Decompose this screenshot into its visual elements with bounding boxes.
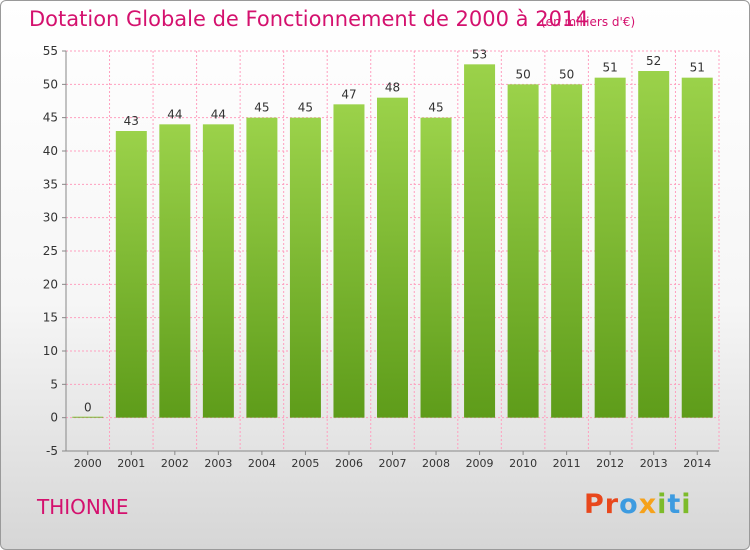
bar-value-label: 45 — [254, 101, 269, 115]
bar-2003 — [202, 124, 234, 418]
y-tick-label: 10 — [43, 344, 58, 358]
bar-value-label: 50 — [559, 67, 574, 81]
x-tick-label: 2004 — [248, 457, 276, 470]
bar-2008 — [420, 117, 452, 418]
x-tick-label: 2009 — [466, 457, 494, 470]
bar-value-label: 43 — [124, 114, 139, 128]
bar-2005 — [289, 117, 321, 418]
bar-value-label: 48 — [385, 81, 400, 95]
x-tick-label: 2010 — [509, 457, 537, 470]
bar-2000 — [72, 416, 104, 418]
logo-letter: o — [619, 489, 639, 520]
bar-2014 — [681, 77, 713, 418]
y-tick-label: 35 — [43, 177, 58, 191]
bar-value-label: 51 — [690, 61, 705, 75]
bar-value-label: 0 — [84, 401, 92, 415]
bar-2004 — [246, 117, 278, 418]
bar-2002 — [159, 124, 191, 418]
logo-letter: i — [657, 489, 668, 520]
bar-2007 — [377, 97, 408, 418]
y-tick-label: 15 — [43, 311, 58, 325]
x-tick-label: 2003 — [204, 457, 232, 470]
y-tick-label: 30 — [43, 211, 58, 225]
bar-value-label: 47 — [341, 87, 356, 101]
bar-2011 — [551, 84, 583, 418]
x-tick-label: 2008 — [422, 457, 450, 470]
x-tick-label: 2011 — [553, 457, 581, 470]
logo-letter: t — [667, 489, 682, 520]
bar-2012 — [594, 77, 626, 418]
y-tick-label: 55 — [43, 44, 58, 58]
bar-value-label: 45 — [298, 101, 313, 115]
x-tick-label: 2000 — [74, 457, 102, 470]
x-tick-label: 2007 — [379, 457, 407, 470]
chart-title: Dotation Globale de Fonctionnement de 20… — [29, 7, 589, 31]
y-tick-label: -5 — [46, 444, 58, 458]
bar-2001 — [115, 131, 147, 418]
logo-letter: i — [681, 489, 692, 520]
x-tick-label: 2012 — [596, 457, 624, 470]
bar-value-label: 53 — [472, 47, 487, 61]
bar-value-label: 51 — [603, 61, 618, 75]
x-tick-label: 2006 — [335, 457, 363, 470]
bar-value-label: 50 — [515, 67, 530, 81]
bar-value-label: 52 — [646, 54, 661, 68]
y-tick-label: 20 — [43, 277, 58, 291]
bar-2006 — [333, 104, 365, 418]
bar-2013 — [638, 71, 670, 418]
chart-subtitle: (en milliers d'€) — [541, 15, 636, 29]
y-tick-label: 45 — [43, 111, 58, 125]
y-tick-label: 50 — [43, 77, 58, 91]
x-tick-label: 2001 — [117, 457, 145, 470]
commune-name: THIONNE — [37, 495, 129, 519]
y-tick-label: 5 — [50, 377, 58, 391]
x-tick-label: 2005 — [291, 457, 319, 470]
x-tick-label: 2014 — [683, 457, 711, 470]
bar-value-label: 44 — [167, 107, 182, 121]
y-tick-label: 0 — [50, 411, 58, 425]
x-tick-label: 2013 — [640, 457, 668, 470]
y-tick-label: 25 — [43, 244, 58, 258]
bar-value-label: 45 — [428, 101, 443, 115]
bar-value-label: 44 — [211, 107, 226, 121]
bar-2009 — [464, 64, 496, 418]
logo-letter: P — [584, 489, 605, 520]
logo-letter: x — [638, 489, 658, 520]
y-tick-label: 40 — [43, 144, 58, 158]
bar-2010 — [507, 84, 539, 418]
x-tick-label: 2002 — [161, 457, 189, 470]
proxiti-logo: Proxiti — [584, 489, 692, 520]
logo-letter: r — [604, 489, 620, 520]
